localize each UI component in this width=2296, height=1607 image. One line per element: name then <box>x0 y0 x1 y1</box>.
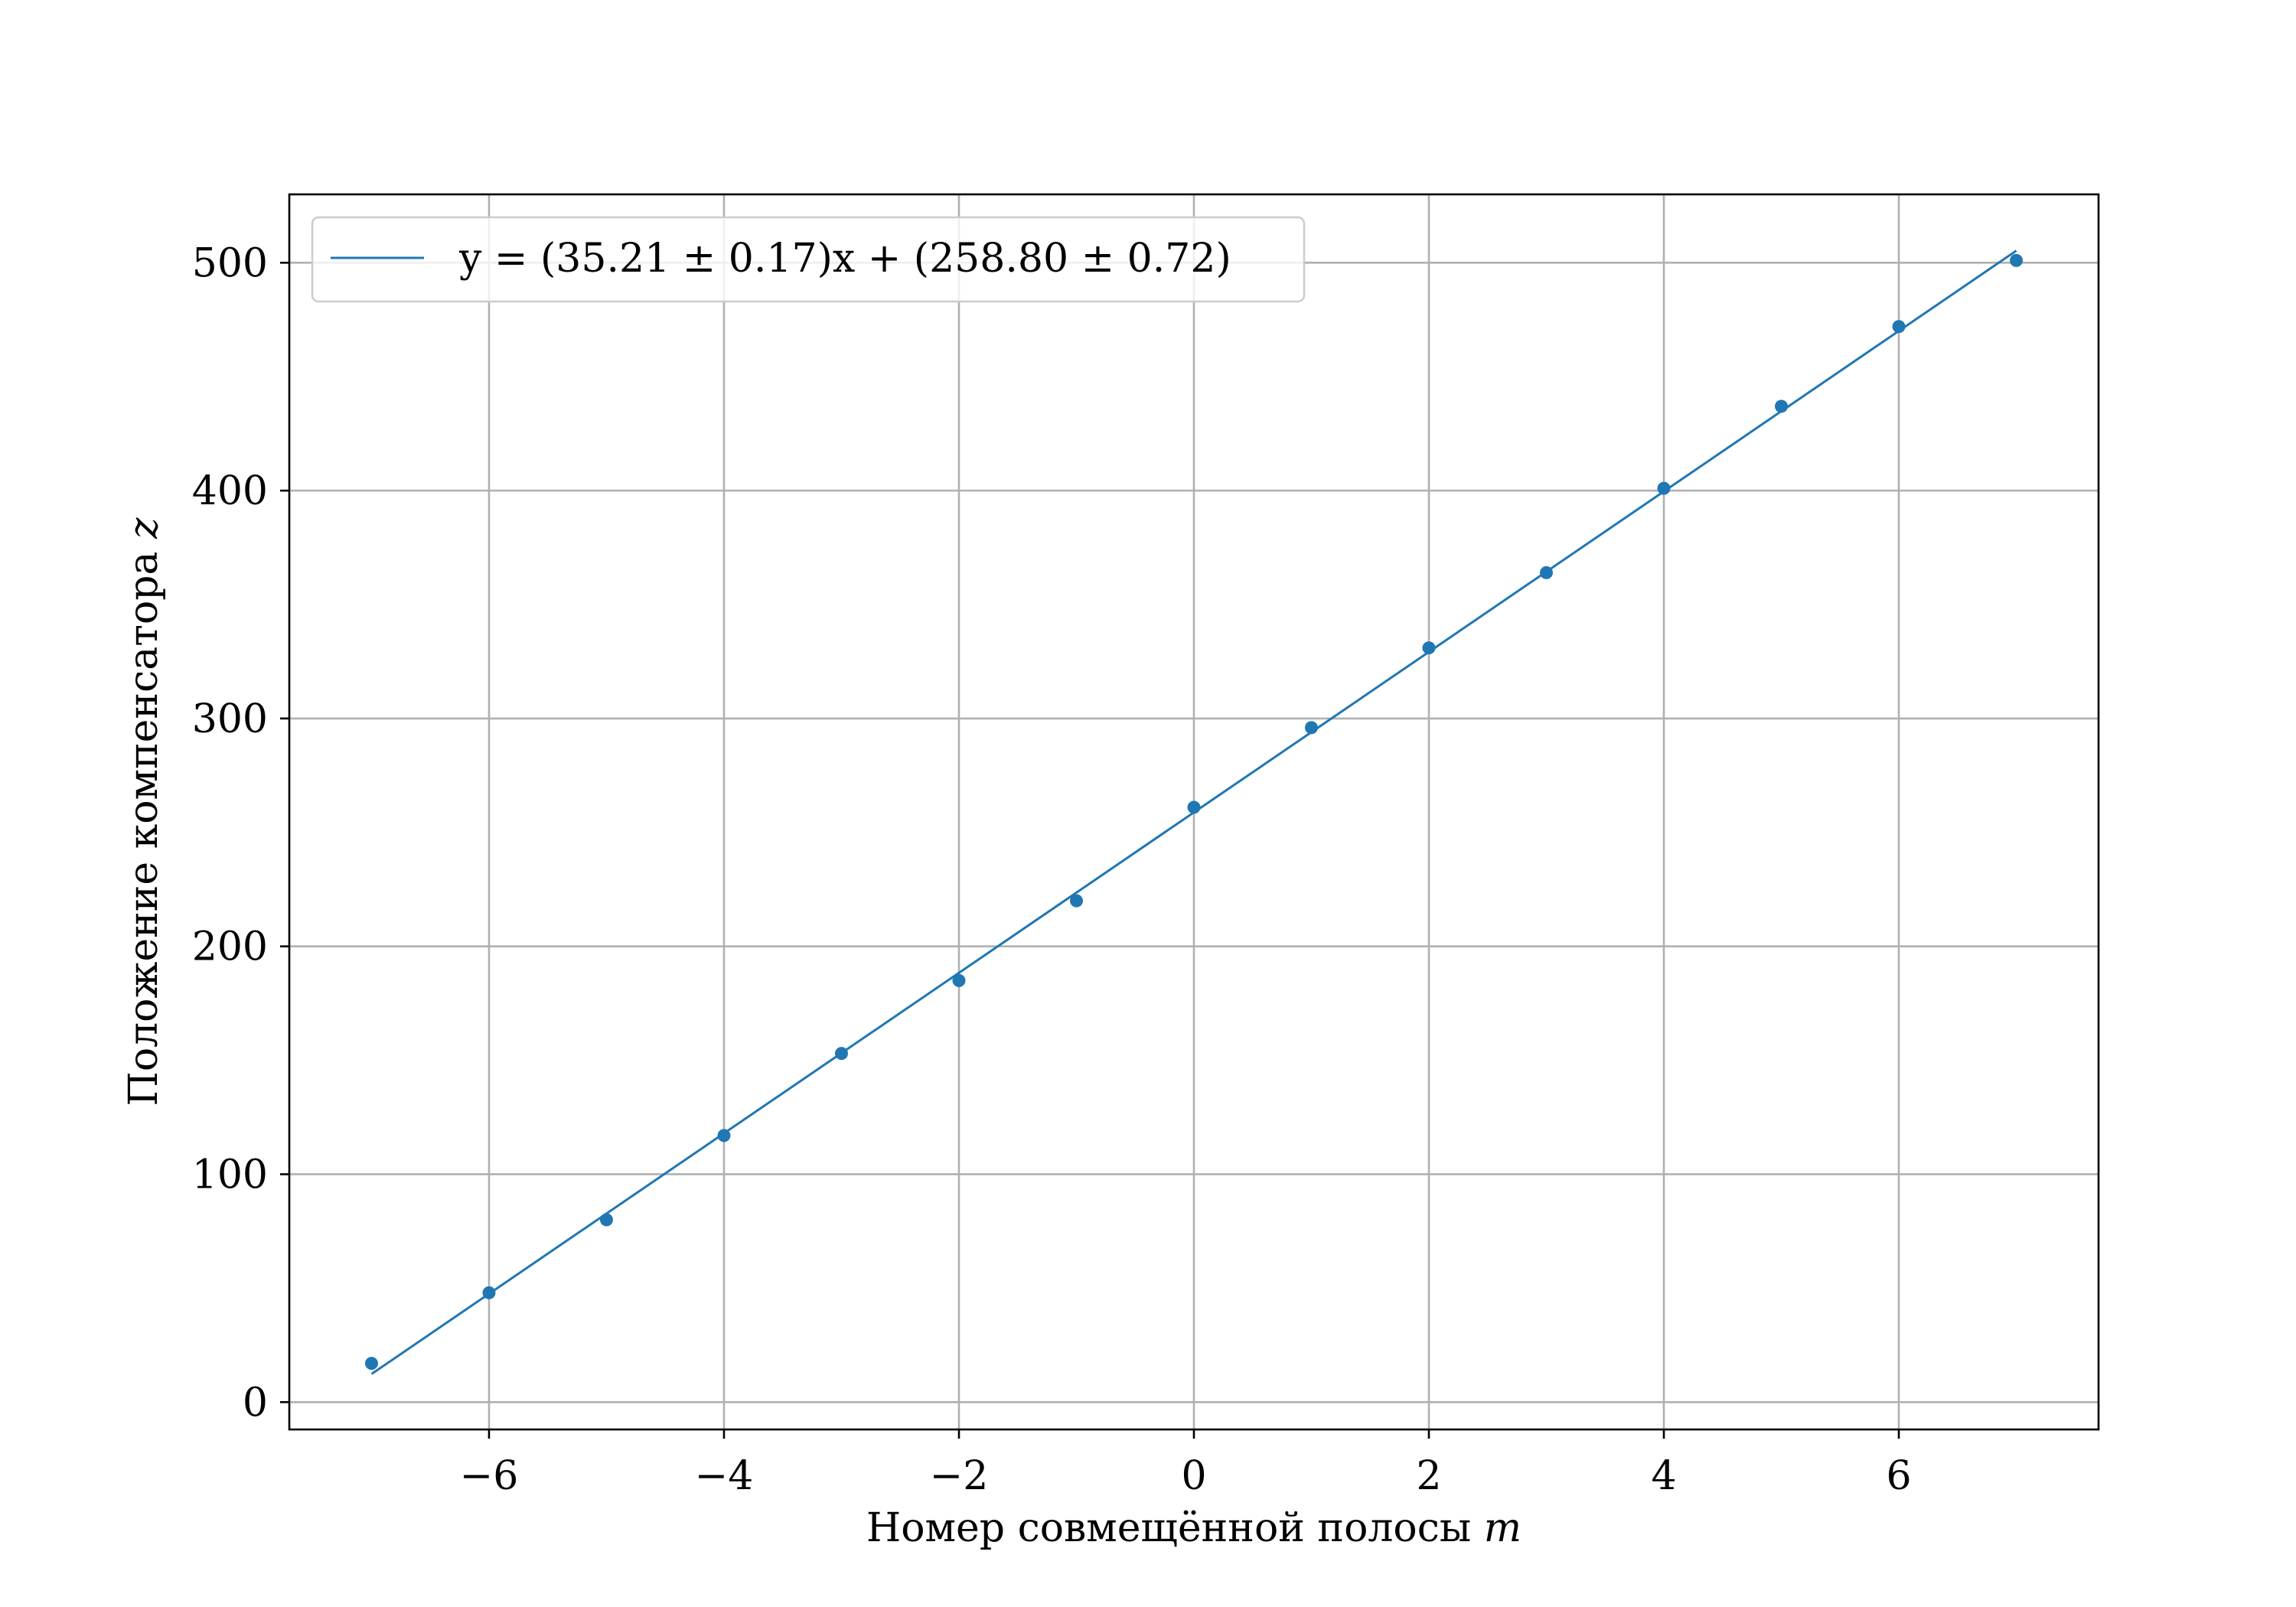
x-axis-label-text: Номер совмещённой полосы <box>866 1505 1471 1551</box>
ticks: −6 −4 −2 0 2 4 6 0 100 200 300 400 500 <box>192 240 1912 1499</box>
y-tick-label: 300 <box>192 696 268 742</box>
x-axis-label-space <box>1471 1505 1484 1551</box>
data-point <box>1069 894 1083 908</box>
y-axis-label: Положение компенсатора z <box>121 517 167 1107</box>
data-point <box>482 1286 496 1299</box>
x-tick-label: 4 <box>1651 1453 1676 1499</box>
y-tick-label: 400 <box>192 468 268 514</box>
data-point <box>364 1357 378 1371</box>
legend-label: y = (35.21 ± 0.17)x + (258.80 ± 0.72) <box>458 236 1231 282</box>
x-tick-label: −6 <box>460 1453 519 1499</box>
data-point <box>2010 253 2024 267</box>
x-tick-label: 0 <box>1181 1453 1206 1499</box>
x-axis-variable: m <box>1484 1505 1521 1551</box>
data-point <box>952 973 966 987</box>
x-tick-label: 6 <box>1886 1453 1911 1499</box>
data-point <box>1540 566 1554 579</box>
data-point <box>1657 481 1671 495</box>
x-axis-label: Номер совмещённой полосы m <box>866 1505 1521 1551</box>
x-tick-label: −2 <box>930 1453 989 1499</box>
x-tick-label: −4 <box>695 1453 754 1499</box>
y-axis-variable: z <box>121 517 167 539</box>
y-axis-label-space <box>121 539 167 552</box>
data-point <box>1305 721 1319 735</box>
legend: y = (35.21 ± 0.17)x + (258.80 ± 0.72) <box>311 216 1306 303</box>
y-axis-label-text: Положение компенсатора <box>121 551 167 1106</box>
data-point <box>1775 399 1789 413</box>
y-tick-label: 200 <box>192 924 268 970</box>
x-tick-label: 2 <box>1416 1453 1441 1499</box>
legend-box <box>311 216 1306 303</box>
data-point <box>834 1047 848 1061</box>
y-tick-label: 100 <box>192 1152 268 1198</box>
y-tick-label: 500 <box>192 240 268 286</box>
y-tick-label: 0 <box>243 1380 268 1426</box>
data-point <box>599 1213 613 1227</box>
series <box>364 249 2024 1375</box>
data-point <box>1187 800 1201 814</box>
data-point <box>1892 320 1906 334</box>
data-point <box>717 1129 731 1143</box>
data-point <box>1422 641 1436 655</box>
